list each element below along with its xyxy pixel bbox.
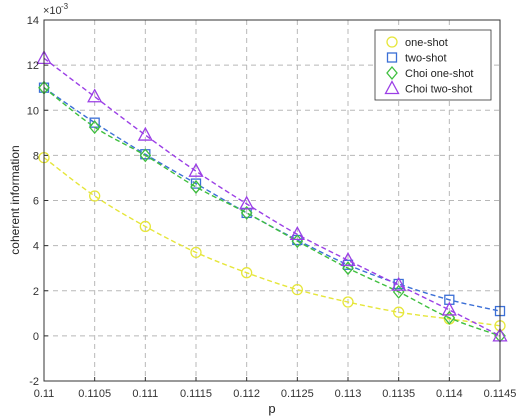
data-point <box>87 88 103 103</box>
legend-label: two-shot <box>405 53 447 65</box>
series-line <box>43 157 501 327</box>
legend-marker <box>386 65 398 81</box>
y-tick-label: 14 <box>27 15 39 27</box>
y-tick-label: 6 <box>33 196 39 208</box>
legend-label: one-shot <box>405 37 448 49</box>
grid <box>44 20 500 381</box>
y-tick-label: 0 <box>33 331 39 343</box>
data-point <box>139 220 151 233</box>
legend: one-shot two-shot Choi one-shot Choi two-sh… <box>374 29 492 101</box>
data-point <box>137 126 153 141</box>
data-point <box>289 225 305 240</box>
y-tick-label: 8 <box>33 150 39 162</box>
data-point <box>443 310 456 325</box>
y-multiplier-base: ×10 <box>43 5 62 17</box>
x-tick-label: 0.11 <box>34 388 55 400</box>
data-point <box>239 195 255 210</box>
data-point <box>190 179 202 194</box>
y-tick-label: 2 <box>33 286 39 298</box>
data-point <box>340 251 356 266</box>
data-point <box>89 190 101 202</box>
series-line <box>43 57 501 337</box>
y-tick-label: 10 <box>27 105 39 117</box>
x-tick-label: 0.1105 <box>78 388 111 400</box>
data-point <box>139 148 152 163</box>
data-point <box>190 246 202 259</box>
legend-marker <box>386 36 398 48</box>
legend-box <box>374 29 492 101</box>
data-point <box>342 296 354 308</box>
data-point <box>441 301 457 316</box>
legend-marker <box>386 52 398 63</box>
x-tick-label: 0.1115 <box>180 388 212 400</box>
ticks: 0.11 0.1105 0.111 0.1115 0.112 0.1125 0.113 0.1… <box>27 15 517 400</box>
y-tick-label: 4 <box>33 241 39 253</box>
series-line <box>43 87 501 337</box>
data-point <box>393 278 404 290</box>
x-tick-label: 0.111 <box>132 388 158 400</box>
data-point <box>188 162 204 177</box>
data-point <box>240 205 253 220</box>
legend-marker <box>384 80 400 95</box>
y-tick-label: 12 <box>27 60 39 72</box>
data-point <box>391 276 407 291</box>
data-point <box>393 306 405 318</box>
x-tick-label: 0.1145 <box>484 388 517 400</box>
y-multiplier-exponent: -3 <box>61 2 69 11</box>
legend-label: Choi one-shot <box>405 68 474 80</box>
x-axis-label: p <box>268 401 275 416</box>
x-tick-label: 0.1135 <box>382 388 415 400</box>
series-layer <box>36 49 508 343</box>
data-point <box>291 283 303 296</box>
x-tick-label: 0.112 <box>233 388 260 400</box>
legend-label: Choi two-shot <box>405 84 472 96</box>
data-point <box>88 120 101 135</box>
x-tick-label: 0.1125 <box>281 388 314 400</box>
data-point <box>342 261 354 276</box>
y-axis-label: coherent information <box>8 145 22 254</box>
x-tick-label: 0.114 <box>436 388 463 400</box>
data-point <box>241 267 253 279</box>
y-tick-label: -2 <box>29 376 39 388</box>
x-tick-label: 0.113 <box>335 388 362 400</box>
series-choi-two-shot <box>36 49 508 342</box>
